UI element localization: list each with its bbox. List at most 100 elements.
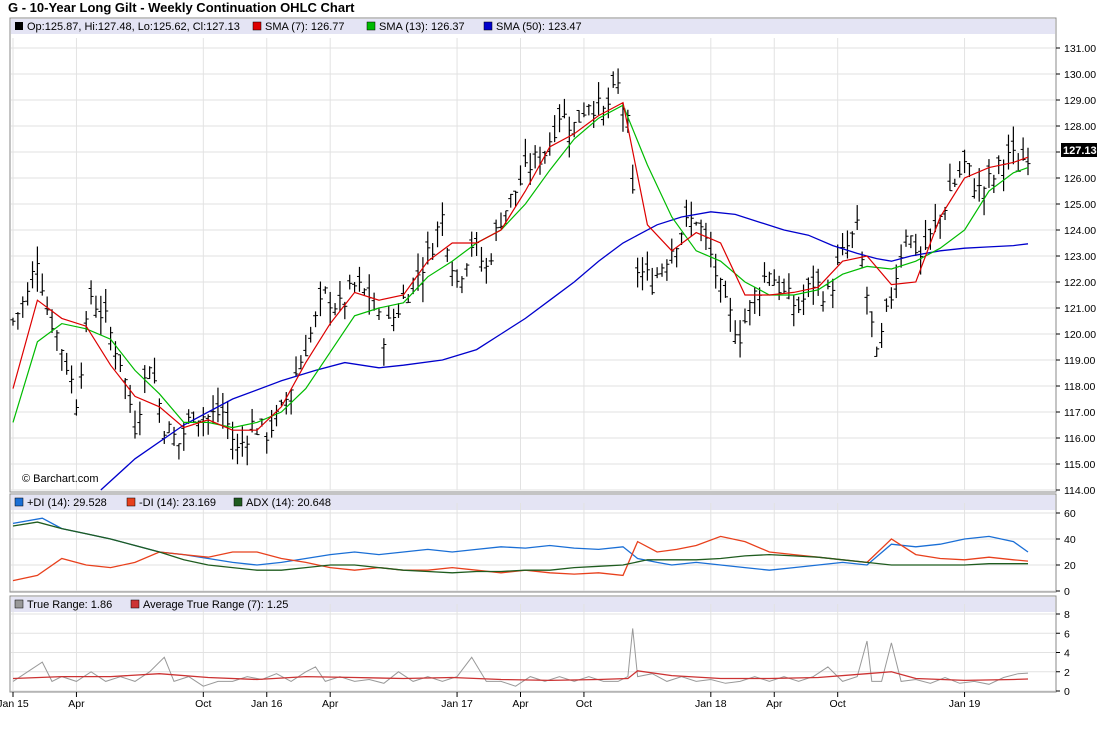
ohlc-bar: [147, 366, 153, 380]
ohlc-bar: [576, 109, 582, 123]
ohlc-bar: [869, 311, 875, 338]
ohlc-bar: [444, 247, 450, 262]
sma7-legend-swatch: [252, 21, 262, 31]
ohlc-bar: [513, 190, 519, 207]
adx-line: [12, 521, 1028, 574]
adx-legend-swatch: [233, 497, 243, 507]
x-tick-label: Oct: [195, 698, 211, 710]
ohlc-bar: [771, 269, 777, 286]
ohlc-bar: [644, 251, 650, 281]
price-tick-label: 120.00: [1064, 329, 1096, 341]
ohlc-bar: [883, 298, 889, 312]
tr-y-axis: 8 6 4 2 0: [1056, 609, 1070, 698]
ohlc-bar: [952, 178, 958, 187]
ohlc-bar: [781, 278, 787, 294]
ohlc-bar: [205, 414, 211, 435]
dmi-grid: [11, 503, 1055, 592]
ohlc-bar: [630, 164, 636, 194]
ohlc-bar: [171, 426, 177, 446]
ohlc-bar: [708, 231, 714, 268]
ohlc-bar: [976, 168, 982, 202]
x-tick-label: Apr: [512, 698, 529, 710]
tr-tick-label: 0: [1064, 686, 1070, 698]
ohlc-bar: [103, 288, 109, 323]
ohlc-bar: [986, 159, 992, 188]
ohlc-bar: [586, 104, 592, 116]
ohlc-bar: [225, 400, 231, 440]
ohlc-bar: [527, 153, 533, 185]
ohlc-bar: [98, 295, 104, 336]
ohlc-bar: [518, 165, 523, 186]
dmi-y-axis: 60 40 20 0: [1056, 508, 1076, 598]
tr-legend-swatch: [14, 599, 24, 609]
ohlc-bar: [927, 228, 933, 250]
price-tick-label: 122.00: [1064, 277, 1096, 289]
ohlc-bar: [693, 221, 699, 226]
ohlc-bar: [615, 68, 621, 94]
ohlc-bar: [908, 235, 914, 249]
ohlc-bar: [78, 362, 84, 389]
ohlc-bar: [298, 355, 304, 370]
x-tick-label: Jan 17: [441, 698, 473, 710]
ohlc-bar: [610, 71, 616, 88]
ohlc-bar: [561, 98, 567, 119]
sma7-line: [12, 101, 1029, 431]
ohlc-bar: [39, 273, 45, 296]
ohlc-bar: [459, 276, 465, 294]
x-tick-label: Oct: [830, 698, 846, 710]
sma50-line: [100, 211, 1029, 491]
ohlc-bar: [747, 300, 753, 326]
ohlc-bar: [1010, 126, 1016, 165]
ohlc-bar: [215, 387, 221, 423]
ohlc-bar: [893, 264, 899, 299]
ohlc-bar: [327, 291, 333, 326]
dmi-tick-label: 40: [1064, 534, 1076, 546]
legend-sma7: SMA (7): 126.77: [265, 21, 345, 33]
ohlc-bar: [552, 115, 558, 143]
ohlc-bar: [791, 295, 797, 327]
page-title: G - 10-Year Long Gilt - Weekly Continuat…: [8, 0, 355, 15]
ohlc-bar: [400, 284, 406, 300]
sma50-legend-swatch: [483, 21, 493, 31]
dmi-tick-label: 0: [1064, 586, 1070, 598]
ohlc-bar: [25, 282, 31, 306]
tr-grid: [11, 604, 1055, 692]
dmi-legend-strip: [11, 495, 1055, 510]
ohlc-bar: [166, 421, 172, 434]
ohlc-bar: [991, 174, 997, 194]
price-legend-strip: [11, 19, 1055, 34]
ohlc-bar: [386, 305, 392, 319]
ohlc-bar: [93, 295, 99, 318]
ohlc-bar: [464, 263, 470, 277]
x-axis: Jan 15 Apr Oct Jan 16 Apr Jan 17 Apr Oct Jan 18 A…: [0, 692, 980, 710]
ohlc-bar: [966, 163, 972, 178]
ohlc-bar: [30, 261, 36, 289]
pdi-legend-swatch: [14, 497, 24, 507]
dmi-panel: [9, 493, 1057, 593]
ohlc-bar: [639, 257, 645, 291]
price-tick-label: 116.00: [1064, 433, 1095, 445]
tr-tick-label: 8: [1064, 609, 1070, 621]
ohlc-bar: [698, 219, 704, 242]
ohlc-bar: [449, 261, 455, 287]
last-price-tag: [1061, 143, 1097, 157]
ohlc-bar: [132, 410, 138, 439]
ohlc-bar: [854, 205, 860, 231]
legend-ohlc: Op:125.87, Hi:127.48, Lo:125.62, Cl:127.…: [27, 21, 240, 33]
tr-tick-label: 2: [1064, 667, 1070, 679]
legend-pdi: +DI (14): 29.528: [27, 497, 107, 509]
ohlc-bar: [591, 101, 597, 128]
ohlc-bar: [54, 330, 60, 351]
ohlc-bar: [117, 354, 123, 373]
ohlc-bar: [234, 433, 240, 465]
ohlc-bar: [732, 320, 738, 344]
ohlc-bar: [220, 392, 226, 429]
ohlc-bar: [761, 262, 767, 283]
x-tick-label: Apr: [322, 698, 339, 710]
ohlc-bar: [469, 231, 475, 257]
tr-lines: [12, 628, 1029, 687]
ohlc-bar: [635, 257, 641, 288]
ohlc-bar: [396, 303, 402, 318]
price-grid: [11, 38, 1055, 491]
